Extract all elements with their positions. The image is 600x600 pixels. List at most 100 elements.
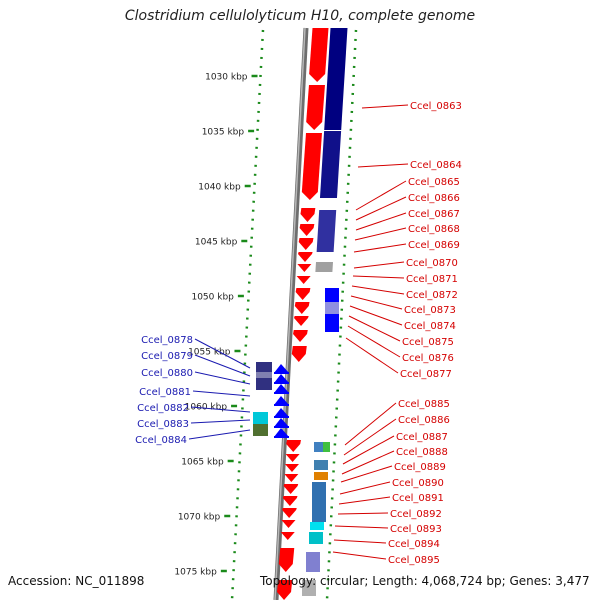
reverse-gene	[315, 262, 333, 272]
forward-gene	[296, 276, 312, 284]
gene-label: Ccel_0870	[406, 258, 458, 269]
gene-leader-line	[348, 315, 401, 342]
gene-label: Ccel_0885	[398, 399, 450, 410]
gene-label: Ccel_0877	[400, 369, 452, 380]
gene-leader-line	[342, 435, 395, 465]
tick-label: 1065 kbp	[181, 458, 224, 468]
gene-label: Ccel_0879	[141, 351, 193, 362]
gene-leader-line	[343, 418, 397, 456]
gene-label: Ccel_0876	[402, 353, 454, 364]
gene-label: Ccel_0881	[139, 387, 191, 398]
forward-gene	[283, 484, 299, 494]
gene-leader-line	[340, 465, 393, 483]
forward-gene	[277, 580, 293, 600]
map-title: Clostridium cellulolyticum H10, complete…	[124, 8, 476, 24]
forward-gene	[309, 28, 329, 82]
forward-gene	[286, 440, 301, 452]
gene-leader-line	[338, 496, 391, 505]
gene-leader-line	[352, 275, 405, 279]
forward-gene-blue	[310, 522, 324, 530]
tick-label: 1045 kbp	[195, 238, 238, 248]
forward-gene	[285, 454, 301, 462]
gene-leader-line	[355, 196, 407, 221]
gene-label: Ccel_0887	[396, 432, 448, 443]
gene-label: Ccel_0895	[388, 555, 440, 566]
gene-leader-line	[341, 450, 395, 475]
left-gene-arrow	[274, 374, 289, 383]
gene-label: Ccel_0886	[398, 415, 450, 426]
gene-label: Ccel_0889	[394, 462, 446, 473]
forward-gene	[295, 288, 311, 300]
gene-leader-line	[334, 525, 389, 529]
forward-gene	[281, 520, 296, 528]
gene-leader-line	[351, 285, 405, 295]
forward-gene-blue	[314, 442, 328, 452]
gene-label: Ccel_0890	[392, 478, 444, 489]
gene-label: Ccel_0875	[402, 337, 454, 348]
forward-gene	[300, 208, 316, 222]
left-gene-arrow	[274, 408, 289, 417]
forward-gene	[294, 302, 310, 314]
forward-gene	[282, 496, 298, 506]
left-gene-arrow	[274, 372, 289, 374]
gene-label: Ccel_0869	[408, 240, 460, 251]
gene-label: Ccel_0893	[390, 524, 442, 535]
gene-label: Ccel_0873	[404, 305, 456, 316]
gene-leader-line	[354, 227, 407, 241]
gene-leader-line	[194, 354, 251, 377]
gene-label: Ccel_0878	[141, 335, 193, 346]
gene-label: Ccel_0880	[141, 368, 193, 379]
gene-leader-line	[188, 429, 251, 440]
gene-label: Ccel_0864	[410, 160, 462, 171]
forward-gene-blue	[314, 472, 328, 480]
reverse-gene	[316, 210, 337, 252]
gene-leader-line	[194, 371, 251, 385]
left-gene	[256, 372, 272, 378]
left-gene-arrow	[274, 418, 289, 427]
tick-label: 1030 kbp	[205, 73, 248, 83]
left-gene	[253, 412, 268, 424]
gene-leader-line	[345, 337, 399, 374]
reverse-gene	[319, 131, 342, 198]
gene-leader-line	[190, 419, 251, 424]
genome-backbone	[273, 27, 309, 600]
gene-leader-line	[339, 481, 391, 495]
gene-label: Ccel_0888	[396, 447, 448, 458]
forward-gene	[297, 252, 313, 262]
forward-gene	[299, 224, 315, 236]
tick-label: 1055 kbp	[188, 348, 231, 358]
gene-label: Ccel_0866	[408, 193, 460, 204]
forward-gene	[291, 346, 307, 362]
tick-label: 1075 kbp	[174, 568, 217, 578]
gene-leader-line	[332, 551, 387, 560]
forward-gene-blue	[325, 302, 339, 314]
gene-label: Ccel_0863	[410, 101, 462, 112]
tick-label: 1060 kbp	[185, 403, 228, 413]
gene-label: Ccel_0874	[404, 321, 456, 332]
gene-label: Ccel_0894	[388, 539, 440, 550]
forward-gene	[284, 474, 299, 482]
gene-label: Ccel_0867	[408, 209, 460, 220]
tick-label: 1040 kbp	[198, 183, 241, 193]
forward-gene-blue	[314, 460, 328, 470]
gene-leader-line	[349, 305, 403, 326]
gene-leader-line	[353, 243, 407, 253]
forward-gene	[282, 508, 297, 518]
left-gene-arrow	[274, 384, 289, 393]
left-gene-arrow	[274, 364, 289, 373]
gene-leader-line	[337, 512, 389, 515]
topology-label: Topology: circular; Length: 4,068,724 bp…	[260, 574, 590, 588]
gene-label: Ccel_0871	[406, 274, 458, 285]
forward-gene-blue	[323, 442, 330, 452]
gene-label: Ccel_0892	[390, 509, 442, 520]
forward-gene	[294, 316, 309, 326]
gene-leader-line	[347, 325, 401, 358]
forward-gene-blue	[306, 552, 320, 572]
gene-leader-line	[194, 338, 251, 369]
forward-gene	[280, 532, 296, 540]
gene-label: Ccel_0872	[406, 290, 458, 301]
left-gene-arrow	[274, 392, 289, 394]
gene-leader-line	[355, 212, 407, 231]
forward-gene-blue	[312, 482, 326, 522]
